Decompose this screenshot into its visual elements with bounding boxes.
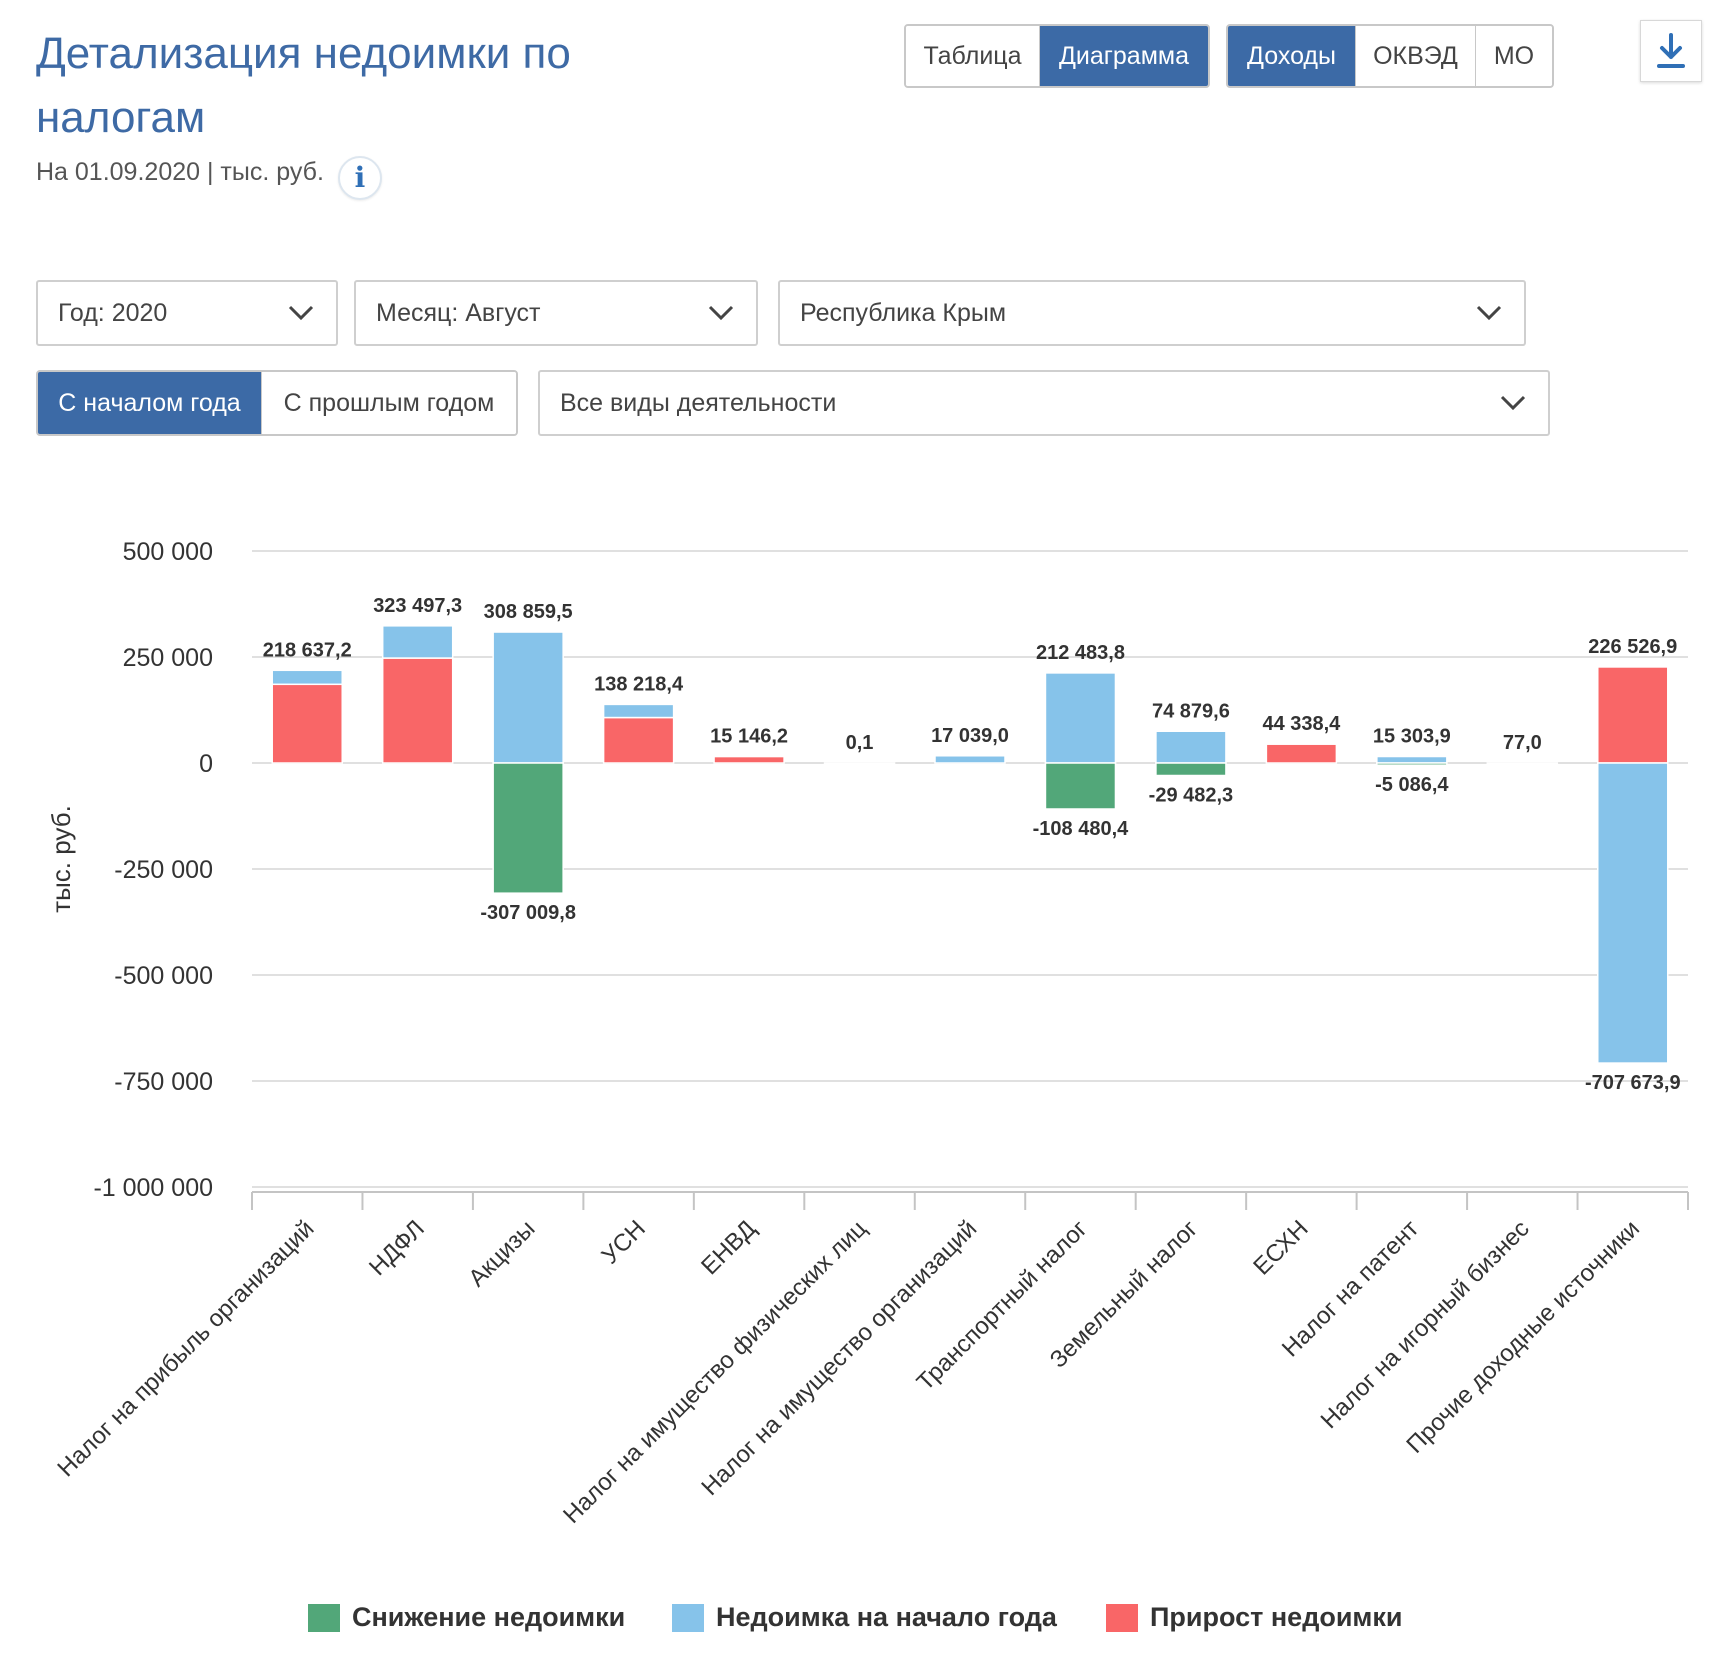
bar-increase [381, 657, 454, 764]
bar-start_of_year [381, 625, 454, 659]
data-label: -307 009,8 [480, 902, 576, 924]
activity-select[interactable]: Все виды деятельности [538, 370, 1550, 436]
tab-okved[interactable]: ОКВЭД [1356, 26, 1476, 86]
legend-item-start-of-year[interactable]: Недоимка на начало года [672, 1602, 1057, 1633]
bar-start_of_year [271, 669, 343, 686]
x-category-label: Налог на игорный бизнес [1316, 1215, 1535, 1434]
y-tick-label: -500 000 [114, 962, 213, 990]
bar-start_of_year [602, 703, 675, 719]
legend-swatch-increase [1106, 1603, 1138, 1632]
x-category-label: Прочие доходные источники [1401, 1215, 1645, 1459]
chevron-down-icon [1500, 395, 1526, 411]
chevron-down-icon [708, 305, 734, 321]
data-label: 15 146,2 [710, 726, 788, 748]
legend-label-increase: Прирост недоимки [1150, 1602, 1403, 1632]
data-label: -5 086,4 [1375, 774, 1449, 796]
bar-increase [823, 762, 896, 765]
bar-increase [602, 716, 675, 764]
chevron-down-icon [1476, 305, 1502, 321]
bar-start_of_year [934, 755, 1006, 764]
legend-item-increase[interactable]: Прирост недоимки [1106, 1602, 1403, 1633]
data-label: 77,0 [1503, 732, 1542, 754]
data-label: -108 480,4 [1033, 818, 1130, 840]
waterfall-chart: 500 000 250 000 0 -250 000 -500 000 -750 000 -… [46, 538, 1689, 1529]
y-axis-label: тыс. руб. [46, 805, 76, 913]
y-tick-label: -1 000 000 [93, 1174, 213, 1202]
bar-decrease [1155, 762, 1227, 777]
x-category-label: ЕНВД [696, 1215, 761, 1280]
data-label: 74 879,6 [1152, 700, 1230, 722]
data-label: 323 497,3 [373, 595, 462, 617]
y-tick-label: 500 000 [123, 538, 213, 566]
bar-decrease [1376, 762, 1448, 766]
view-toggle: Таблица Диаграмма [904, 24, 1210, 88]
bar-increase [713, 755, 785, 764]
bar-start_of_year [1597, 762, 1669, 1064]
download-button[interactable] [1640, 20, 1702, 82]
tab-mo[interactable]: МО [1476, 26, 1552, 86]
tab-vs-last-year[interactable]: С прошлым годом [262, 372, 516, 434]
activity-select-value: Все виды деятельности [560, 388, 837, 417]
x-category-label: Налог на прибыль организаций [52, 1215, 319, 1482]
bar-start_of_year [1376, 755, 1448, 764]
x-category-label: НДФЛ [364, 1215, 430, 1281]
y-tick-label: 250 000 [123, 644, 213, 672]
data-label: 44 338,4 [1262, 713, 1341, 735]
bar-start_of_year [1044, 672, 1117, 764]
data-label: 138 218,4 [594, 673, 684, 695]
data-label: 308 859,5 [484, 601, 573, 623]
year-select-value: Год: 2020 [58, 298, 168, 327]
download-icon [1657, 33, 1685, 68]
data-label: -29 482,3 [1149, 785, 1234, 807]
y-tick-label: -250 000 [114, 856, 213, 884]
region-select[interactable]: Республика Крым [778, 280, 1526, 346]
data-label: 17 039,0 [931, 725, 1009, 747]
bar-start_of_year [492, 631, 564, 764]
tab-income[interactable]: Доходы [1228, 26, 1356, 86]
y-tick-label: 0 [199, 750, 213, 778]
report-date-subtitle: На 01.09.2020 | тыс. руб. [36, 158, 324, 186]
bar-increase [1597, 666, 1669, 764]
legend-swatch-decrease [308, 1603, 340, 1632]
info-icon[interactable]: i [338, 156, 382, 200]
year-select[interactable]: Год: 2020 [36, 280, 338, 346]
bar-decrease [492, 762, 564, 894]
x-category-label: ЕСХН [1248, 1215, 1313, 1280]
data-label: 15 303,9 [1373, 726, 1451, 748]
month-select[interactable]: Месяц: Август [354, 280, 758, 346]
chevron-down-icon [288, 305, 314, 321]
data-label: 0,1 [846, 732, 874, 754]
x-category-label: УСН [596, 1215, 650, 1269]
data-label: 212 483,8 [1036, 642, 1125, 664]
period-toggle: С началом года С прошлым годом [36, 370, 518, 436]
tab-table[interactable]: Таблица [906, 26, 1040, 86]
region-select-value: Республика Крым [800, 298, 1007, 327]
chart-legend: Снижение недоимки Недоимка на начало год… [0, 1602, 1718, 1642]
legend-swatch-start-of-year [672, 1603, 704, 1632]
y-tick-label: -750 000 [114, 1068, 213, 1096]
legend-label-decrease: Снижение недоимки [352, 1602, 626, 1632]
bar-increase [1486, 762, 1559, 765]
legend-label-start-of-year: Недоимка на начало года [716, 1602, 1057, 1632]
data-label: 218 637,2 [263, 639, 352, 661]
bar-decrease [1044, 762, 1117, 810]
dimension-toggle: Доходы ОКВЭД МО [1226, 24, 1554, 88]
bar-start_of_year [1155, 730, 1227, 764]
x-category-label: Акцизы [463, 1215, 540, 1292]
tab-from-year-start[interactable]: С началом года [38, 372, 262, 434]
data-label: -707 673,9 [1585, 1072, 1681, 1094]
bar-increase [271, 683, 343, 764]
bar-increase [1265, 743, 1338, 764]
legend-item-decrease[interactable]: Снижение недоимки [308, 1602, 625, 1633]
page-title: Детализация недоимки по налогам [36, 29, 571, 142]
data-label: 226 526,9 [1588, 636, 1677, 658]
tab-chart[interactable]: Диаграмма [1040, 26, 1208, 86]
month-select-value: Месяц: Август [376, 298, 541, 327]
